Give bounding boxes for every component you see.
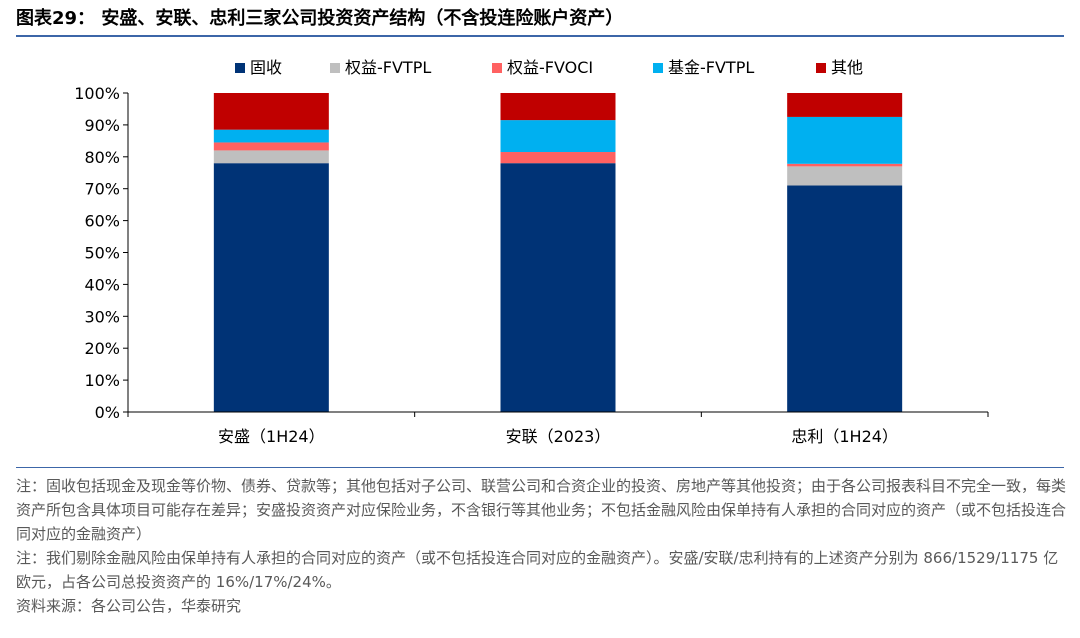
bar-segment xyxy=(500,152,616,164)
stacked-bar-chart: 固收 权益-FVTPL 权益-FVOCI 基金-FVTPL 其他 0% 10% 20% 30%… xyxy=(74,58,989,446)
legend-label: 权益-FVTPL xyxy=(345,58,431,77)
bar-segment xyxy=(787,163,903,167)
y-tick-label: 80% xyxy=(84,148,120,167)
y-axis: 0% 10% 20% 30% 40% 50% 60% 70% 80% 90% 100% xyxy=(74,84,129,422)
x-category-label: 安盛（1H24） xyxy=(218,427,325,446)
legend-swatch xyxy=(816,63,826,73)
legend-swatch xyxy=(492,63,502,73)
bar-segment xyxy=(500,93,616,121)
y-tick-label: 0% xyxy=(95,403,120,422)
figure-title: 图表29： 安盛、安联、忠利三家公司投资资产结构（不含投连险账户资产） xyxy=(16,8,624,29)
bar-segment xyxy=(213,163,329,412)
notes-rule xyxy=(16,467,1064,468)
legend-label: 其他 xyxy=(831,58,863,77)
bar-segment xyxy=(787,185,903,412)
legend-label: 基金-FVTPL xyxy=(668,58,754,77)
y-tick-label: 90% xyxy=(84,116,120,135)
bar-segment xyxy=(500,163,616,412)
y-tick-label: 60% xyxy=(84,212,120,231)
note-1: 注：固收包括现金及现金等价物、债券、贷款等；其他包括对子公司、联营公司和合资企业… xyxy=(16,477,1067,543)
bar-segment xyxy=(213,93,329,130)
bar-segment xyxy=(213,142,329,151)
y-tick-label: 50% xyxy=(84,244,120,263)
legend-label: 权益-FVOCI xyxy=(507,58,593,77)
bar-segment xyxy=(787,93,903,117)
bar-segment xyxy=(500,120,616,153)
y-tick-label: 20% xyxy=(84,339,120,358)
y-tick-label: 30% xyxy=(84,307,120,326)
x-category-label: 忠利（1H24） xyxy=(791,427,898,446)
x-axis: 安盛（1H24） 安联（2023） 忠利（1H24） xyxy=(127,411,989,446)
y-tick-label: 70% xyxy=(84,180,120,199)
bar-segment xyxy=(787,116,903,164)
legend-swatch xyxy=(653,63,663,73)
legend-swatch xyxy=(330,63,340,73)
legend: 固收 权益-FVTPL 权益-FVOCI 基金-FVTPL 其他 xyxy=(235,58,863,77)
y-tick-label: 40% xyxy=(84,275,120,294)
y-tick-label: 10% xyxy=(84,371,120,390)
legend-swatch xyxy=(235,63,245,73)
title-rule xyxy=(16,35,1064,37)
bar-segment xyxy=(213,150,329,164)
bars xyxy=(213,93,903,412)
notes-section: 注：固收包括现金及现金等价物、债券、贷款等；其他包括对子公司、联营公司和合资企业… xyxy=(16,474,1066,618)
x-category-label: 安联（2023） xyxy=(506,427,611,446)
bar-segment xyxy=(213,129,329,143)
y-tick-label: 100% xyxy=(74,84,120,103)
source-note: 资料来源：各公司公告，华泰研究 xyxy=(16,597,242,615)
legend-label: 固收 xyxy=(250,58,282,77)
bar-segment xyxy=(787,166,903,186)
note-2: 注：我们剔除金融风险由保单持有人承担的合同对应的资产（或不包括投连合同对应的金融… xyxy=(16,549,1059,591)
